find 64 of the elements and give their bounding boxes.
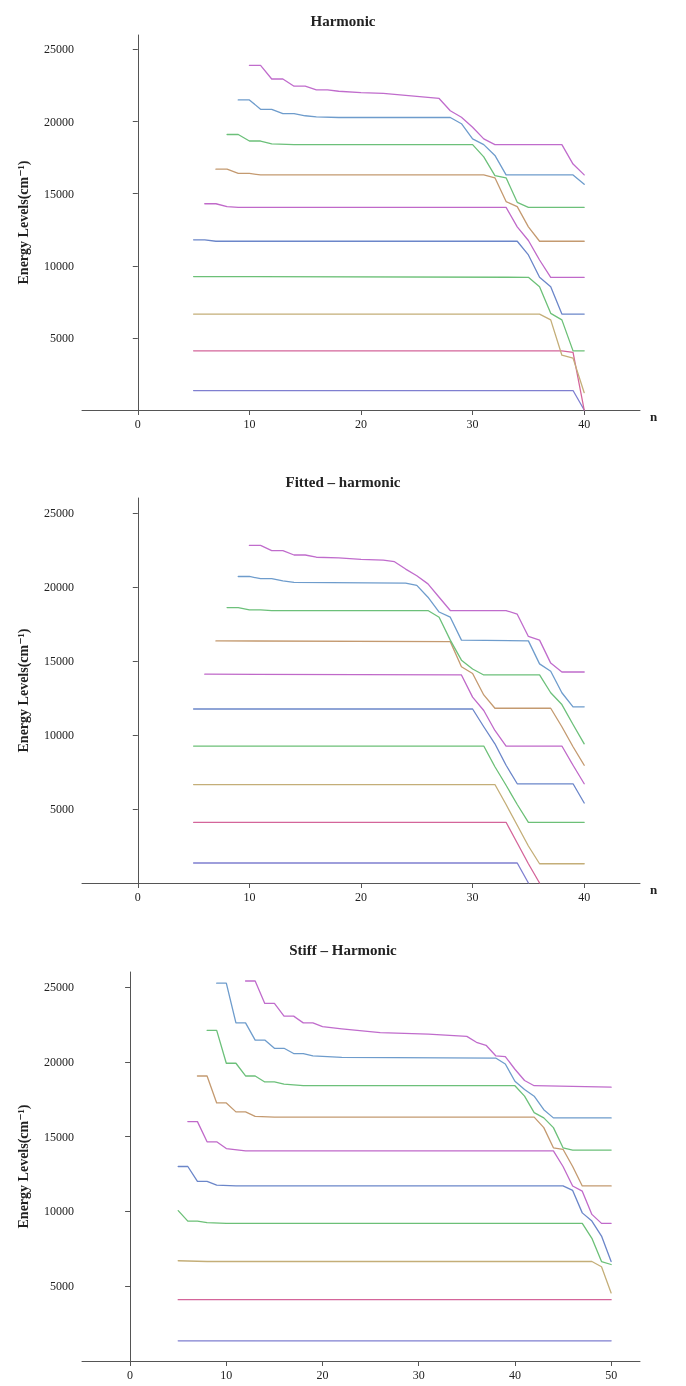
line-series: [177, 1165, 612, 1263]
chart-title: Harmonic: [310, 12, 376, 29]
y-tick-label: 15000: [44, 186, 74, 201]
x-tick-label: 20: [316, 1368, 329, 1382]
line-series: [226, 133, 585, 209]
x-tick-label: 10: [243, 890, 256, 904]
x-tick-label: 0: [127, 1368, 134, 1382]
chart-title: Stiff – Harmonic: [289, 941, 398, 958]
line-series: [237, 99, 585, 185]
line-series: [192, 275, 585, 352]
line-series: [192, 313, 585, 394]
line-series: [226, 606, 585, 745]
line-series: [196, 1075, 612, 1187]
line-series: [206, 1029, 612, 1151]
line-series: [237, 575, 585, 708]
x-axis-title: n: [650, 882, 658, 897]
y-tick-label: 25000: [44, 42, 74, 57]
x-tick-label: 30: [466, 417, 479, 431]
y-tick-label: 5000: [50, 330, 74, 345]
y-tick-label: 10000: [44, 1204, 74, 1219]
y-tick-label: 10000: [44, 258, 74, 273]
line-series: [244, 980, 612, 1088]
line-series: [177, 1260, 612, 1294]
line-series: [192, 239, 585, 315]
x-tick-label: 20: [355, 890, 367, 904]
line-series: [248, 544, 585, 673]
x-tick-label: 0: [134, 417, 141, 431]
line-series: [215, 168, 585, 242]
chart-title: Fitted – harmonic: [285, 473, 401, 490]
y-tick-label: 15000: [44, 1129, 74, 1144]
line-series: [177, 1209, 612, 1266]
x-tick-label: 30: [412, 1368, 425, 1382]
line-series: [204, 673, 585, 785]
x-tick-label: 20: [355, 417, 367, 431]
x-axis-title: n: [650, 409, 658, 424]
x-tick-label: 10: [220, 1368, 233, 1382]
line-series: [192, 821, 541, 884]
y-tick-label: 25000: [44, 505, 74, 520]
line-series: [215, 640, 585, 766]
y-axis-title: Energy Levels(cm⁻¹): [15, 160, 32, 285]
y-tick-label: 25000: [44, 979, 74, 994]
line-series: [192, 745, 585, 823]
line-series: [192, 783, 585, 865]
x-tick-label: 40: [578, 890, 591, 904]
y-tick-label: 10000: [44, 727, 74, 742]
x-tick-label: 30: [466, 890, 479, 904]
y-tick-label: 5000: [50, 801, 74, 816]
line-series: [192, 708, 585, 804]
y-tick-label: 20000: [44, 1054, 74, 1069]
x-tick-label: 40: [578, 417, 591, 431]
y-tick-label: 5000: [50, 1279, 74, 1294]
y-tick-label: 20000: [44, 579, 74, 594]
y-axis-title: Energy Levels(cm⁻¹): [15, 1104, 32, 1229]
y-tick-label: 15000: [44, 653, 74, 668]
y-axis-title: Energy Levels(cm⁻¹): [15, 628, 32, 753]
line-series: [204, 203, 585, 278]
x-tick-label: 40: [508, 1368, 521, 1382]
line-series: [248, 64, 585, 176]
x-tick-label: 50: [605, 1368, 618, 1382]
line-series: [187, 1120, 612, 1224]
x-tick-label: 0: [134, 890, 141, 904]
x-tick-label: 10: [243, 417, 256, 431]
line-series: [216, 982, 612, 1119]
y-tick-label: 20000: [44, 114, 74, 129]
